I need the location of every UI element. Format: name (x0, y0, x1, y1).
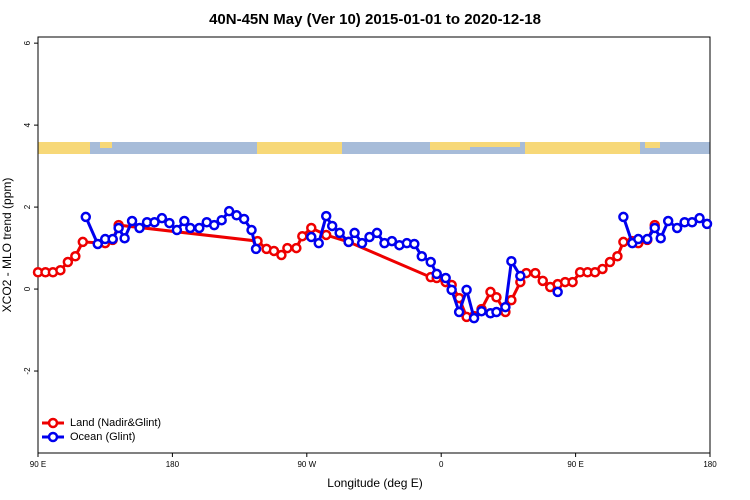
data-point (320, 210, 332, 222)
y-tick-label: 0 (23, 286, 32, 291)
x-axis-label: Longitude (deg E) (327, 476, 422, 490)
data-point (291, 242, 302, 254)
data-point (70, 251, 81, 262)
map-strip (38, 142, 710, 154)
x-tick-label: 180 (703, 460, 717, 469)
data-point (119, 232, 130, 244)
data-point (80, 211, 92, 223)
x-tick-label: 90 W (297, 460, 316, 469)
data-point (62, 256, 74, 268)
legend-label: Ocean (Glint) (70, 431, 135, 443)
data-point (306, 222, 317, 234)
data-point (364, 231, 375, 243)
data-point (208, 219, 220, 231)
data-point (431, 268, 442, 280)
data-point (416, 251, 428, 262)
data-point (306, 231, 317, 243)
y-tick-label: -2 (23, 367, 32, 375)
data-point (371, 227, 383, 239)
data-point (164, 217, 175, 229)
data-point (662, 215, 674, 227)
data-point (453, 306, 465, 318)
data-point (701, 218, 713, 230)
y-axis-label: XCO2 - MLO trend (ppm) (0, 178, 14, 313)
data-point (618, 236, 629, 248)
data-point (655, 232, 666, 244)
data-point (386, 235, 398, 247)
data-point (149, 217, 160, 228)
data-point (297, 230, 308, 242)
data-point (349, 227, 360, 239)
data-point (250, 243, 262, 255)
data-point (409, 238, 420, 250)
data-point (671, 222, 683, 234)
y-tick-label: 6 (23, 40, 32, 45)
data-point (515, 270, 526, 282)
data-point (343, 236, 354, 248)
data-point (113, 222, 124, 234)
data-point (156, 212, 168, 224)
data-point (425, 256, 436, 268)
data-point (107, 233, 118, 245)
data-point (633, 233, 644, 245)
data-point (223, 205, 235, 217)
data-point (537, 275, 548, 287)
data-point (77, 236, 89, 248)
data-point (320, 229, 332, 241)
data-point (618, 211, 629, 223)
data-point (491, 292, 502, 303)
data-point (356, 237, 368, 249)
data-point (567, 276, 578, 288)
data-point (461, 284, 472, 296)
data-point (216, 214, 227, 226)
data-point (313, 237, 324, 249)
data-point (92, 238, 103, 250)
data-point (686, 217, 698, 228)
legend-marker (47, 417, 59, 429)
data-point (268, 245, 280, 257)
data-point (552, 286, 563, 298)
x-tick-label: 90 E (30, 460, 46, 469)
y-tick-label: 2 (23, 204, 32, 209)
data-point (134, 222, 145, 234)
data-point (55, 264, 66, 276)
data-point (440, 272, 451, 284)
x-tick-label: 0 (439, 460, 444, 469)
data-point (446, 284, 457, 296)
x-tick-label: 90 E (567, 460, 583, 469)
legend-marker (47, 431, 59, 443)
data-point (171, 224, 183, 236)
chart-title: 40N-45N May (Ver 10) 2015-01-01 to 2020-… (209, 11, 541, 28)
data-point (597, 263, 608, 275)
data-point (179, 215, 190, 227)
data-point (238, 213, 250, 225)
data-point (468, 312, 480, 324)
data-point (276, 249, 287, 261)
plot-box (37, 36, 711, 454)
data-point (604, 256, 616, 268)
data-point (500, 301, 511, 313)
data-point (506, 255, 517, 267)
data-point (530, 267, 541, 279)
data-point (649, 222, 660, 234)
data-point (642, 233, 653, 245)
legend-label: Land (Nadir&Glint) (70, 417, 161, 429)
data-point (194, 222, 205, 234)
data-point (334, 227, 345, 239)
data-point (612, 251, 623, 262)
data-point (185, 222, 196, 234)
data-point (126, 215, 138, 227)
data-point (282, 242, 293, 254)
data-point (246, 224, 257, 236)
data-point (476, 305, 487, 317)
data-point (694, 212, 705, 224)
x-tick-label: 180 (166, 460, 180, 469)
y-tick-label: 4 (23, 122, 32, 127)
data-point (326, 220, 338, 232)
data-point (491, 306, 502, 318)
